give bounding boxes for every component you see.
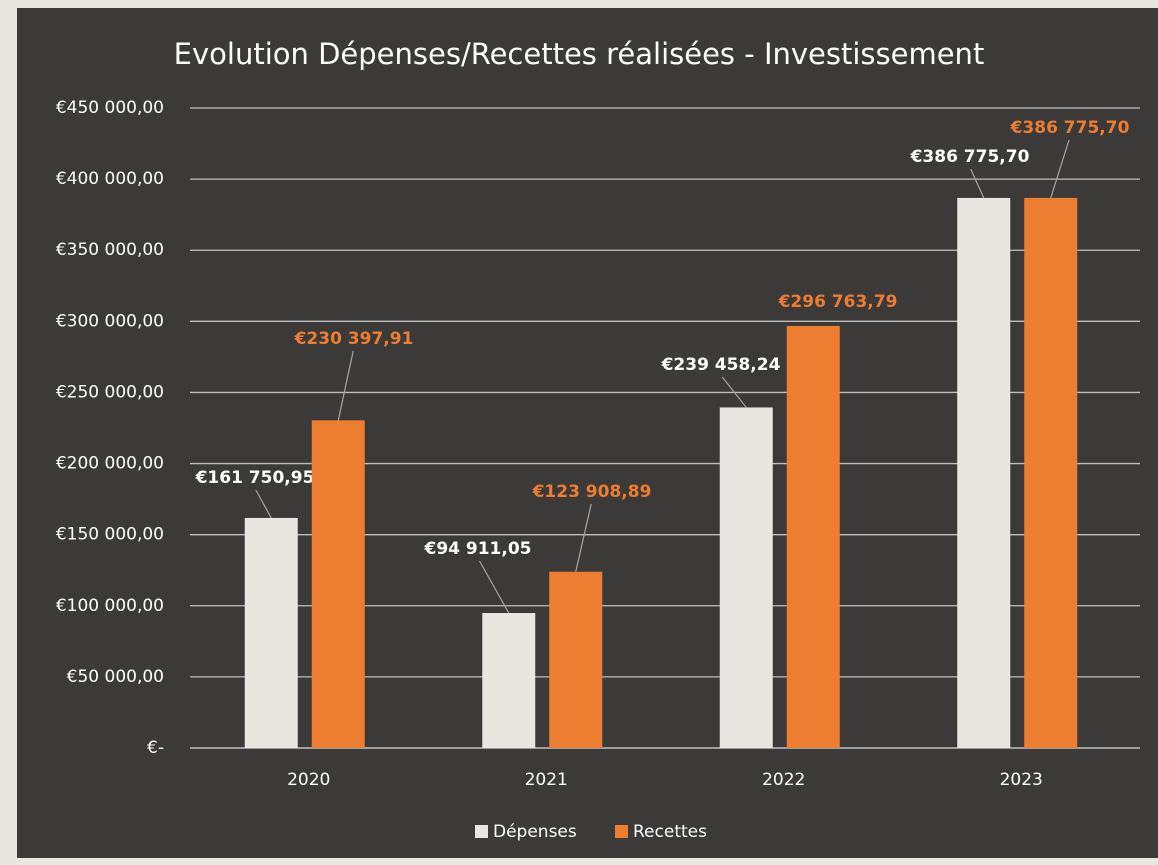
legend-swatch: [475, 825, 488, 838]
y-tick-label: €200 000,00: [56, 454, 164, 474]
bar: [957, 197, 1011, 748]
data-label: €123 908,89: [532, 482, 652, 502]
x-tick-label: 2021: [525, 770, 568, 790]
y-tick-label: €300 000,00: [56, 311, 164, 331]
leader-line: [479, 560, 510, 614]
y-tick-label: €50 000,00: [67, 667, 164, 687]
legend-label: Recettes: [633, 822, 707, 842]
leader-line: [721, 376, 747, 408]
leader-line: [255, 489, 272, 519]
data-label: €239 458,24: [661, 355, 781, 375]
data-label: €161 750,95: [195, 468, 315, 488]
y-tick-label: €400 000,00: [56, 169, 164, 189]
y-tick-label: €100 000,00: [56, 596, 164, 616]
legend-label: Dépenses: [493, 822, 577, 842]
y-tick-label: €150 000,00: [56, 525, 164, 545]
bar: [549, 571, 603, 748]
legend-swatch: [615, 825, 628, 838]
bar: [482, 613, 536, 748]
data-label: €386 775,70: [910, 147, 1030, 167]
y-tick-label: €350 000,00: [56, 240, 164, 260]
x-tick-label: 2022: [762, 770, 805, 790]
data-label: €386 775,70: [1010, 118, 1130, 138]
x-tick-label: 2023: [1000, 770, 1043, 790]
bar: [719, 407, 773, 748]
bar: [311, 420, 365, 748]
x-tick-label: 2020: [287, 770, 330, 790]
leader-line: [970, 168, 985, 199]
chart-title: Evolution Dépenses/Recettes réalisées - …: [174, 37, 985, 71]
data-label: €296 763,79: [778, 292, 898, 312]
y-tick-label: €-: [147, 738, 164, 758]
leader-line: [1050, 139, 1070, 199]
bar: [1024, 197, 1078, 748]
y-tick-label: €250 000,00: [56, 382, 164, 402]
leader-line: [575, 503, 592, 572]
data-label: €94 911,05: [423, 539, 531, 559]
y-tick-label: €450 000,00: [56, 98, 164, 118]
bar: [244, 517, 298, 748]
bar: [786, 325, 840, 748]
leader-line: [337, 350, 354, 421]
data-label: €230 397,91: [294, 329, 414, 349]
